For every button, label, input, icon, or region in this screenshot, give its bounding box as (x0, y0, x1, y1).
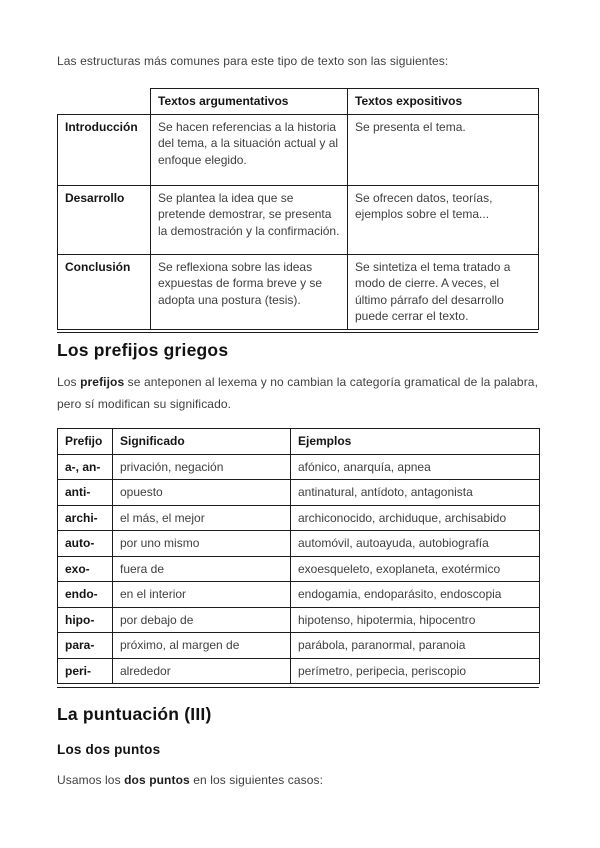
table-cell: Se hacen referencias a la historia del t… (150, 113, 348, 186)
section-heading-prefijos-griegos: Los prefijos griegos (57, 340, 229, 360)
examples-cell: automóvil, autoayuda, autobiografía (290, 530, 540, 557)
table-cell: Se ofrecen datos, teorías, ejemplos sobr… (347, 184, 539, 255)
meaning-cell: opuesto (112, 479, 291, 506)
examples-cell: endogamia, endoparásito, endoscopia (290, 581, 540, 608)
meaning-cell: alrededor (112, 657, 291, 684)
text-structure-table: Textos argumentativos Textos expositivos… (57, 88, 539, 330)
prefix-cell: exo- (57, 555, 113, 582)
meaning-cell: fuera de (112, 555, 291, 582)
section-heading-la-puntuacion: La puntuación (III) (57, 704, 212, 724)
table-row-exo: exo- fuera de exoesqueleto, exoplaneta, … (57, 555, 540, 582)
table-cell: Se reflexiona sobre las ideas expuestas … (150, 253, 348, 330)
empty-corner-cell (57, 88, 151, 114)
table-row-conclusion: Conclusión Se reflexiona sobre las ideas… (57, 253, 539, 330)
table-cell: Se sintetiza el tema tratado a modo de c… (347, 253, 539, 330)
table-row-desarrollo: Desarrollo Se plantea la idea que se pre… (57, 184, 539, 255)
column-header-expositivos: Textos expositivos (347, 88, 539, 115)
meaning-cell: el más, el mejor (112, 504, 291, 531)
prefix-cell: para- (57, 632, 113, 659)
prefix-cell: anti- (57, 479, 113, 506)
table-header-row: Textos argumentativos Textos expositivos (57, 88, 539, 115)
subheading-los-dos-puntos: Los dos puntos (57, 742, 161, 757)
meaning-cell: por debajo de (112, 606, 291, 633)
table-row-peri: peri- alrededor perímetro, peripecia, pe… (57, 657, 540, 684)
examples-cell: parábola, paranormal, paranoia (290, 632, 540, 659)
text-structure-table-wrapper: Textos argumentativos Textos expositivos… (57, 88, 539, 333)
table-outer-bottom-border (57, 332, 538, 333)
table-cell: Se presenta el tema. (347, 113, 539, 186)
prefix-cell: archi- (57, 504, 113, 531)
column-header-argumentativos: Textos argumentativos (150, 88, 348, 115)
table-row-hipo: hipo- por debajo de hipotenso, hipotermi… (57, 606, 540, 633)
column-header-prefijo: Prefijo (57, 428, 113, 455)
examples-cell: perímetro, peripecia, periscopio (290, 657, 540, 684)
table-row-anti: anti- opuesto antinatural, antídoto, ant… (57, 479, 540, 506)
prefix-cell: hipo- (57, 606, 113, 633)
prefixes-paragraph: Los prefijos se anteponen al lexema y no… (57, 375, 538, 411)
row-label: Conclusión (57, 253, 151, 330)
prefixes-table-wrapper: Prefijo Significado Ejemplos a-, an- pri… (57, 428, 540, 688)
meaning-cell: próximo, al margen de (112, 632, 291, 659)
meaning-cell: privación, negación (112, 453, 291, 480)
table-row-introduccion: Introducción Se hacen referencias a la h… (57, 113, 539, 186)
prefix-cell: peri- (57, 657, 113, 684)
table-row-para: para- próximo, al margen de parábola, pa… (57, 632, 540, 659)
examples-cell: afónico, anarquía, apnea (290, 453, 540, 480)
table-header-row: Prefijo Significado Ejemplos (57, 428, 540, 455)
punctuation-paragraph: Usamos los dos puntos en los siguientes … (57, 773, 324, 787)
row-label: Desarrollo (57, 184, 151, 255)
column-header-ejemplos: Ejemplos (290, 428, 540, 455)
table-row-auto: auto- por uno mismo automóvil, autoayuda… (57, 530, 540, 557)
intro-paragraph: Las estructuras más comunes para este ti… (57, 54, 449, 68)
table-outer-bottom-border (57, 686, 539, 688)
meaning-cell: en el interior (112, 581, 291, 608)
prefix-cell: endo- (57, 581, 113, 608)
meaning-cell: por uno mismo (112, 530, 291, 557)
examples-cell: hipotenso, hipotermia, hipocentro (290, 606, 540, 633)
row-label: Introducción (57, 113, 151, 186)
examples-cell: exoesqueleto, exoplaneta, exotérmico (290, 555, 540, 582)
table-row-archi: archi- el más, el mejor archiconocido, a… (57, 504, 540, 531)
examples-cell: antinatural, antídoto, antagonista (290, 479, 540, 506)
table-cell: Se plantea la idea que se pretende demos… (150, 184, 348, 255)
examples-cell: archiconocido, archiduque, archisabido (290, 504, 540, 531)
table-row-endo: endo- en el interior endogamia, endopará… (57, 581, 540, 608)
prefixes-table: Prefijo Significado Ejemplos a-, an- pri… (57, 428, 540, 684)
table-row-a-an: a-, an- privación, negación afónico, ana… (57, 453, 540, 480)
column-header-significado: Significado (112, 428, 291, 455)
prefix-cell: a-, an- (57, 453, 113, 480)
prefix-cell: auto- (57, 530, 113, 557)
